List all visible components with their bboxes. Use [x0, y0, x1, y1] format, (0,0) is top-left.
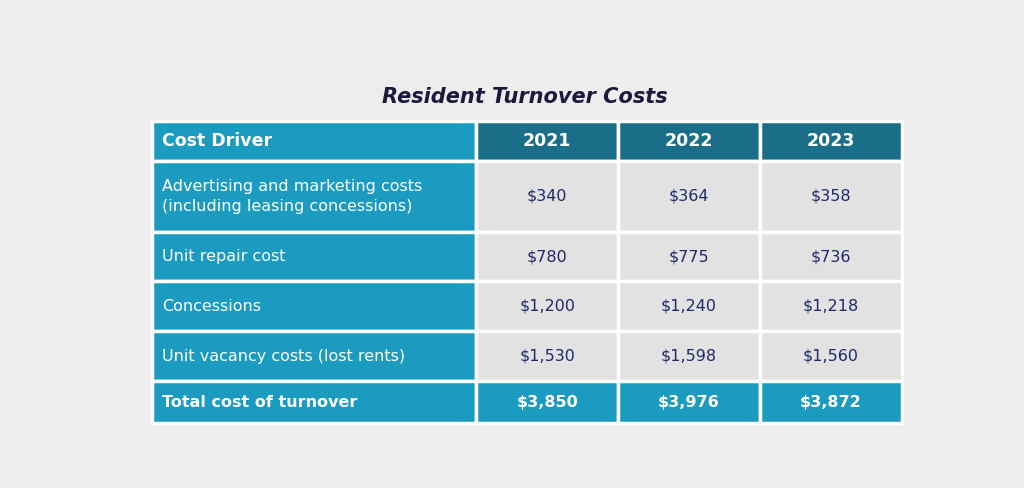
Bar: [476, 232, 618, 282]
Text: $736: $736: [810, 249, 851, 264]
Bar: [760, 161, 901, 232]
Bar: [760, 381, 901, 423]
Bar: [760, 232, 901, 282]
Bar: [618, 331, 760, 381]
Text: Cost Driver: Cost Driver: [162, 132, 272, 150]
Text: $364: $364: [669, 189, 710, 204]
Bar: [476, 121, 618, 161]
Bar: [476, 331, 618, 381]
Text: 2022: 2022: [665, 132, 713, 150]
Text: $1,200: $1,200: [519, 299, 575, 314]
Bar: [760, 282, 901, 331]
Text: 2023: 2023: [807, 132, 855, 150]
Text: $1,530: $1,530: [519, 348, 575, 364]
Text: Unit repair cost: Unit repair cost: [162, 249, 286, 264]
Text: $3,872: $3,872: [800, 394, 861, 409]
Text: 2021: 2021: [523, 132, 571, 150]
Text: Total cost of turnover: Total cost of turnover: [162, 394, 357, 409]
Text: $1,218: $1,218: [803, 299, 859, 314]
Bar: [760, 121, 901, 161]
Text: Unit vacancy costs (lost rents): Unit vacancy costs (lost rents): [162, 348, 406, 364]
Text: $1,560: $1,560: [803, 348, 859, 364]
Text: $1,240: $1,240: [660, 299, 717, 314]
Text: $3,976: $3,976: [658, 394, 720, 409]
Text: (including leasing concessions): (including leasing concessions): [162, 199, 413, 214]
Bar: [152, 232, 476, 282]
Bar: [152, 161, 476, 232]
Text: Advertising and marketing costs: Advertising and marketing costs: [162, 179, 422, 194]
Bar: [476, 282, 618, 331]
Bar: [476, 381, 618, 423]
Text: Concessions: Concessions: [162, 299, 261, 314]
Text: $775: $775: [669, 249, 710, 264]
Bar: [152, 381, 476, 423]
Text: $340: $340: [527, 189, 567, 204]
Text: $3,850: $3,850: [516, 394, 579, 409]
Bar: [152, 121, 476, 161]
Bar: [618, 232, 760, 282]
Bar: [618, 121, 760, 161]
Bar: [618, 282, 760, 331]
Bar: [760, 331, 901, 381]
Bar: [152, 282, 476, 331]
Bar: [152, 331, 476, 381]
Text: $358: $358: [810, 189, 851, 204]
Bar: [618, 381, 760, 423]
Bar: [476, 161, 618, 232]
Text: Resident Turnover Costs: Resident Turnover Costs: [382, 87, 668, 107]
Text: $1,598: $1,598: [660, 348, 717, 364]
Text: $780: $780: [526, 249, 567, 264]
Bar: [618, 161, 760, 232]
